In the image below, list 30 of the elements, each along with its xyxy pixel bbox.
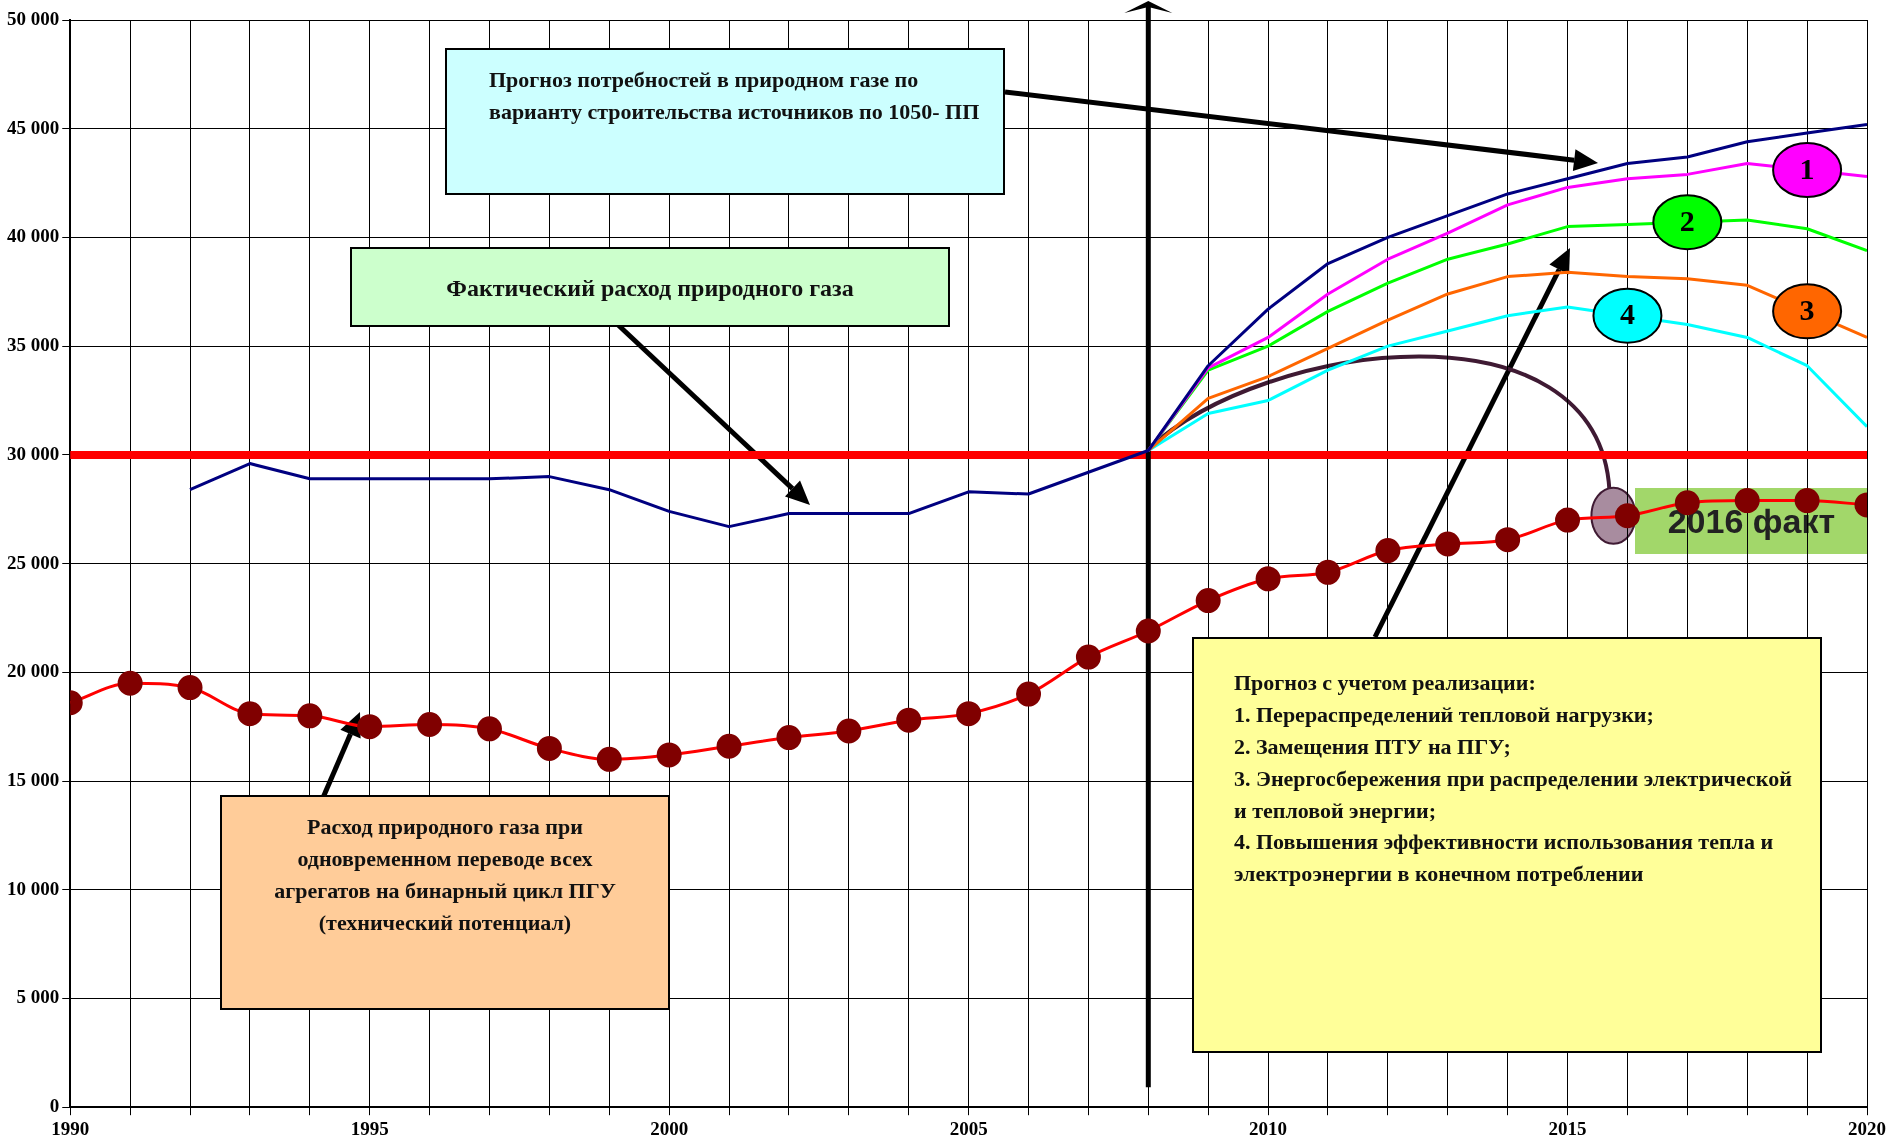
y-tick-label: 0: [49, 1095, 60, 1117]
y-tick-label: 5 000: [16, 986, 60, 1008]
series-label: 4: [1619, 297, 1635, 331]
series-label: 1: [1799, 151, 1815, 185]
x-tick-label: 1990: [51, 1117, 90, 1139]
series-label: 2: [1679, 203, 1695, 237]
callout-box: Фактический расход природного газа: [350, 247, 950, 327]
x-tick-label: 1995: [350, 1117, 389, 1139]
x-tick-label: 2005: [949, 1117, 988, 1139]
annotation: Расход природного газа при одновременном переводе всех агрегатов на бинарный цикл ПГУ (технический потенциал): [274, 814, 616, 935]
series-label: 3: [1799, 293, 1815, 327]
x-tick-label: 2020: [1848, 1117, 1886, 1139]
x-tick-label: 2000: [650, 1117, 689, 1139]
y-tick-label: 25 000: [7, 551, 60, 573]
x-tick-label: 2010: [1249, 1117, 1288, 1139]
x-tick-label: 2015: [1548, 1117, 1587, 1139]
callout-box: Прогноз потребностей в природном газе по варианту строительства источников по 1050- ПП: [445, 48, 1005, 195]
annotation: Прогноз с учетом реализации: 1. Перераспределений тепловой нагрузки; 2. Замещения ПТУ на ПГУ; 3. Энергосбережения при распределении электрической и тепловой энергии; 4. Повышения эффективности использования тепла и электроэнергии в конечном потреблении: [1234, 670, 1792, 887]
callout-box: Прогноз с учетом реализации: 1. Перераспределений тепловой нагрузки; 2. Замещения ПТУ на ПГУ; 3. Энергосбережения при распределении электрической и тепловой энергии; 4. Повышения эффективности использования тепла и электроэнергии в конечном потреблении: [1192, 637, 1822, 1053]
y-tick-label: 15 000: [7, 768, 60, 790]
callout-box: Расход природного газа при одновременном переводе всех агрегатов на бинарный цикл ПГУ (технический потенциал): [220, 795, 670, 1010]
annotation: Прогноз потребностей в природном газе по варианту строительства источников по 1050- ПП: [489, 67, 980, 124]
y-tick-label: 50 000: [7, 7, 60, 29]
y-tick-label: 20 000: [7, 660, 60, 682]
y-tick-label: 45 000: [7, 116, 60, 138]
y-tick-label: 10 000: [7, 877, 60, 899]
y-tick-label: 40 000: [7, 225, 60, 247]
y-tick-label: 35 000: [7, 334, 60, 356]
y-tick-label: 30 000: [7, 442, 60, 464]
annotation: Фактический расход природного газа: [446, 275, 854, 301]
